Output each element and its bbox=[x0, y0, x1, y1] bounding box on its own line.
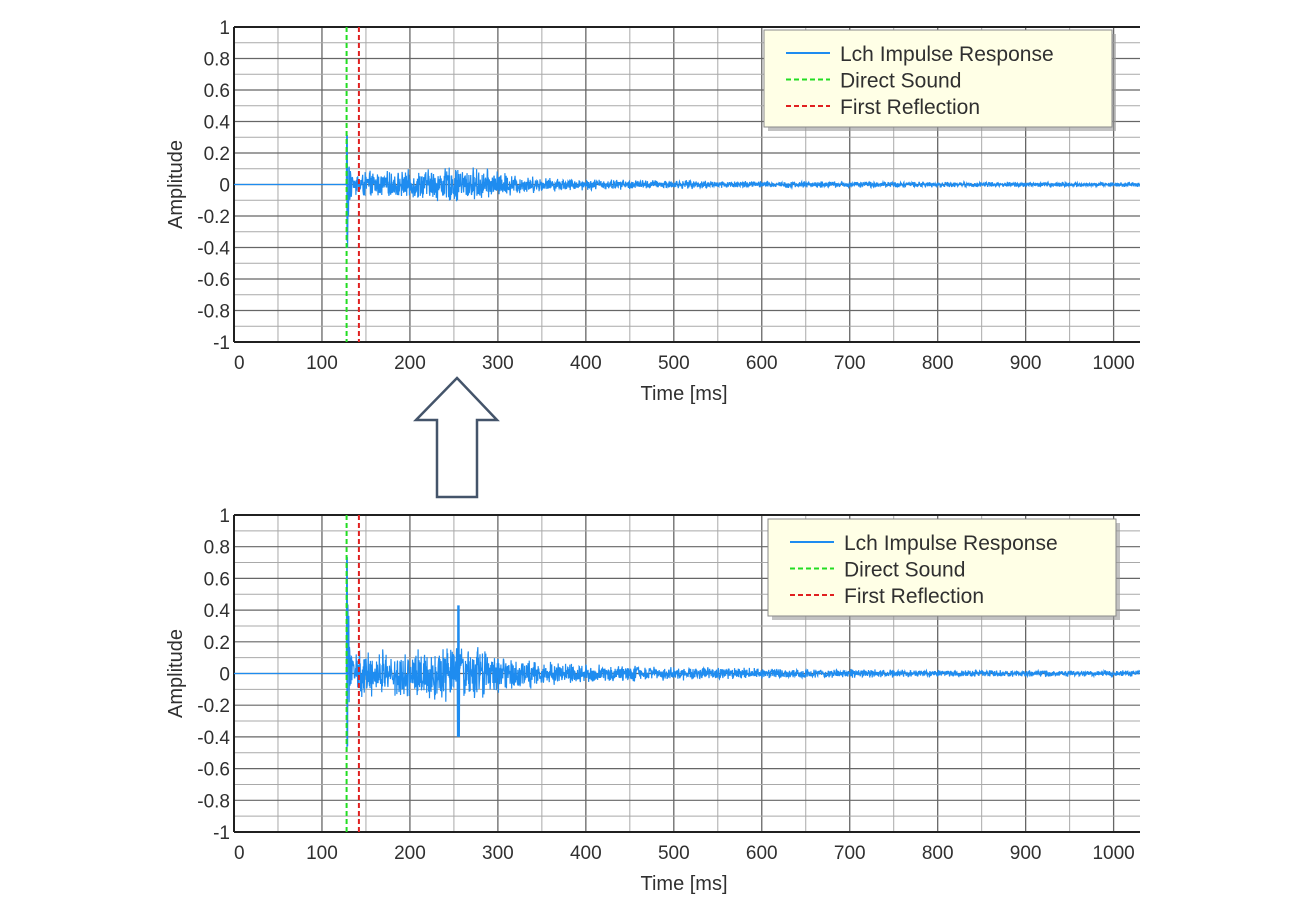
x-tick-label: 800 bbox=[922, 843, 954, 864]
x-tick-label: 500 bbox=[658, 843, 690, 864]
y-tick-label: 0.2 bbox=[204, 633, 230, 654]
y-tick-label: 0 bbox=[219, 665, 230, 686]
legend-label: Lch Impulse Response bbox=[840, 43, 1054, 66]
x-tick-label: 900 bbox=[1010, 843, 1042, 864]
y-tick-label: 0.4 bbox=[204, 113, 231, 134]
impulse-response-line bbox=[234, 557, 1140, 752]
x-tick-label: 500 bbox=[658, 353, 690, 374]
legend-label: First Reflection bbox=[840, 96, 980, 119]
x-tick-label: 0 bbox=[234, 353, 245, 374]
y-tick-label: 0.2 bbox=[204, 144, 230, 165]
top-chart: 10.80.60.40.20-0.2-0.4-0.6-0.8-10 100 200 3… bbox=[165, 18, 1140, 405]
legend-label: Lch Impulse Response bbox=[844, 532, 1058, 555]
x-tick-label: 900 bbox=[1010, 353, 1042, 374]
y-axis-title: Amplitude bbox=[165, 629, 187, 718]
y-tick-label: -0.4 bbox=[197, 728, 230, 749]
y-tick-label: -0.6 bbox=[197, 270, 230, 291]
x-axis-title: Time [ms] bbox=[640, 383, 727, 405]
y-tick-label: 0 bbox=[219, 176, 230, 197]
legend-label: First Reflection bbox=[844, 585, 984, 608]
x-tick-label: 400 bbox=[570, 353, 602, 374]
x-tick-label: 100 bbox=[306, 843, 338, 864]
x-tick-label: 300 bbox=[482, 843, 514, 864]
y-tick-label: -1 bbox=[213, 333, 230, 354]
x-tick-label: 1000 bbox=[1092, 353, 1134, 374]
y-tick-label: -0.2 bbox=[197, 696, 230, 717]
legend: Lch Impulse Response Direct Sound First Re… bbox=[767, 518, 1120, 620]
y-tick-label: -1 bbox=[213, 823, 230, 844]
legend-label: Direct Sound bbox=[844, 559, 965, 582]
y-tick-label: -0.6 bbox=[197, 760, 230, 781]
x-tick-label: 400 bbox=[570, 843, 602, 864]
y-axis-title: Amplitude bbox=[165, 140, 187, 229]
x-tick-labels: 0 100 200 300 400 500 600 700 800 900 1000 bbox=[234, 353, 1135, 374]
impulse-response-line bbox=[234, 131, 1140, 249]
y-tick-label: 1 bbox=[219, 18, 230, 39]
x-tick-label: 700 bbox=[834, 353, 866, 374]
x-tick-label: 800 bbox=[922, 353, 954, 374]
x-tick-label: 300 bbox=[482, 353, 514, 374]
x-tick-label: 700 bbox=[834, 843, 866, 864]
y-tick-label: -0.2 bbox=[197, 207, 230, 228]
x-tick-label: 0 bbox=[234, 843, 245, 864]
y-tick-label: -0.8 bbox=[197, 791, 230, 812]
y-tick-label: 0.4 bbox=[204, 601, 231, 622]
y-tick-label: 0.8 bbox=[204, 50, 230, 71]
y-tick-label: 0.8 bbox=[204, 538, 230, 559]
y-tick-label: -0.8 bbox=[197, 302, 230, 323]
y-tick-label: -0.4 bbox=[197, 239, 230, 260]
legend: Lch Impulse Response Direct Sound First Re… bbox=[763, 29, 1116, 131]
x-tick-label: 100 bbox=[306, 353, 338, 374]
bottom-chart: 10.80.60.40.20-0.2-0.4-0.6-0.8-10 100 200 3… bbox=[165, 506, 1140, 895]
x-tick-label: 1000 bbox=[1092, 843, 1134, 864]
y-tick-label: 0.6 bbox=[204, 569, 230, 590]
x-tick-label: 200 bbox=[394, 843, 426, 864]
up-arrow-icon bbox=[413, 376, 500, 499]
y-tick-label: 1 bbox=[219, 506, 230, 527]
x-tick-label: 200 bbox=[394, 353, 426, 374]
legend-label: Direct Sound bbox=[840, 70, 961, 93]
x-tick-label: 600 bbox=[746, 353, 778, 374]
x-tick-labels: 0 100 200 300 400 500 600 700 800 900 1000 bbox=[234, 843, 1135, 864]
x-tick-label: 600 bbox=[746, 843, 778, 864]
x-axis-title: Time [ms] bbox=[640, 873, 727, 895]
y-tick-label: 0.6 bbox=[204, 81, 230, 102]
